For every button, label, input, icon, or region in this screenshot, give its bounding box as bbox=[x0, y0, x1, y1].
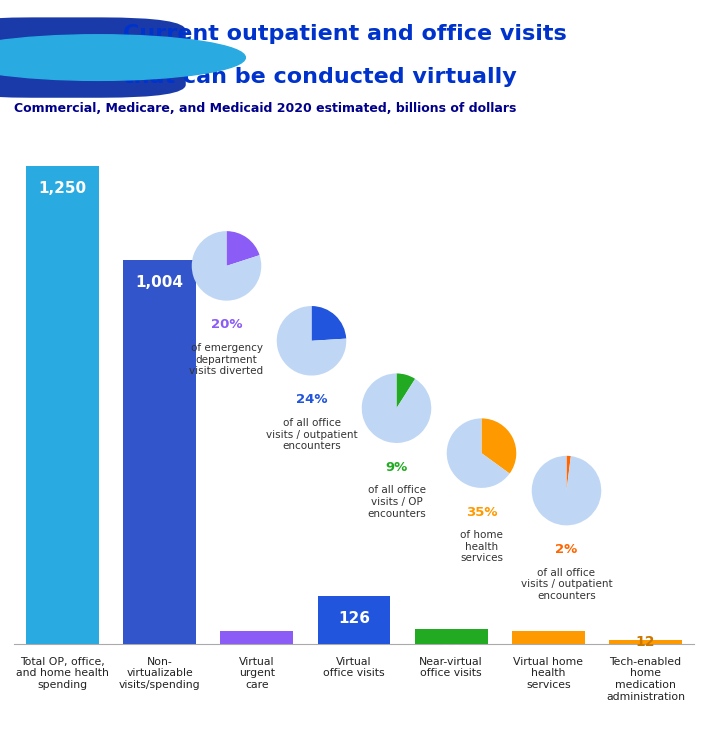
Bar bbox=[318, 596, 390, 644]
Text: that can be conducted virtually: that can be conducted virtually bbox=[123, 67, 517, 88]
Text: Tech-enabled
home
medication
administration: Tech-enabled home medication administrat… bbox=[606, 657, 685, 702]
Text: Virtual home
health
services: Virtual home health services bbox=[513, 657, 583, 690]
Wedge shape bbox=[226, 231, 259, 266]
Text: 35%: 35% bbox=[465, 506, 497, 518]
Wedge shape bbox=[397, 374, 415, 408]
Text: Commercial, Medicare, and Medicaid 2020 estimated, billions of dollars: Commercial, Medicare, and Medicaid 2020 … bbox=[14, 102, 517, 115]
Wedge shape bbox=[566, 456, 571, 491]
Bar bbox=[609, 640, 682, 644]
Wedge shape bbox=[362, 374, 431, 443]
Wedge shape bbox=[277, 306, 346, 375]
Text: of all office
visits / OP
encounters: of all office visits / OP encounters bbox=[367, 485, 426, 518]
Text: 39: 39 bbox=[440, 645, 462, 660]
Wedge shape bbox=[532, 456, 601, 525]
Text: 35: 35 bbox=[538, 631, 558, 644]
Text: 12: 12 bbox=[636, 635, 655, 649]
Circle shape bbox=[0, 34, 245, 80]
Bar bbox=[415, 629, 488, 644]
Text: 24%: 24% bbox=[296, 393, 327, 406]
Text: of home
health
services: of home health services bbox=[460, 530, 503, 563]
Bar bbox=[220, 631, 293, 644]
Text: 126: 126 bbox=[338, 611, 370, 626]
Text: Near-virtual
office visits: Near-virtual office visits bbox=[419, 657, 483, 679]
Bar bbox=[512, 631, 585, 644]
Text: 1,250: 1,250 bbox=[39, 181, 87, 196]
Text: 2%: 2% bbox=[555, 543, 578, 556]
Text: Total OP, office,
and home health
spending: Total OP, office, and home health spendi… bbox=[16, 657, 109, 690]
Text: 20%: 20% bbox=[211, 318, 243, 331]
Bar bbox=[123, 260, 196, 644]
Text: Virtual
office visits: Virtual office visits bbox=[323, 657, 385, 679]
Text: Current outpatient and office visits: Current outpatient and office visits bbox=[123, 24, 566, 44]
Text: of all office
visits / outpatient
encounters: of all office visits / outpatient encoun… bbox=[521, 568, 612, 601]
Wedge shape bbox=[311, 306, 346, 341]
Wedge shape bbox=[192, 231, 261, 300]
Text: Virtual
urgent
care: Virtual urgent care bbox=[239, 657, 275, 690]
Text: Non-
virtualizable
visits/spending: Non- virtualizable visits/spending bbox=[119, 657, 200, 690]
Text: 35: 35 bbox=[247, 631, 266, 644]
FancyBboxPatch shape bbox=[0, 17, 186, 98]
Text: 1,004: 1,004 bbox=[136, 275, 184, 290]
Text: 9%: 9% bbox=[386, 461, 407, 473]
Wedge shape bbox=[447, 419, 510, 488]
Text: of all office
visits / outpatient
encounters: of all office visits / outpatient encoun… bbox=[266, 418, 358, 451]
Text: of emergency
department
visits diverted: of emergency department visits diverted bbox=[189, 343, 264, 376]
Wedge shape bbox=[482, 419, 516, 473]
Bar bbox=[26, 166, 99, 644]
